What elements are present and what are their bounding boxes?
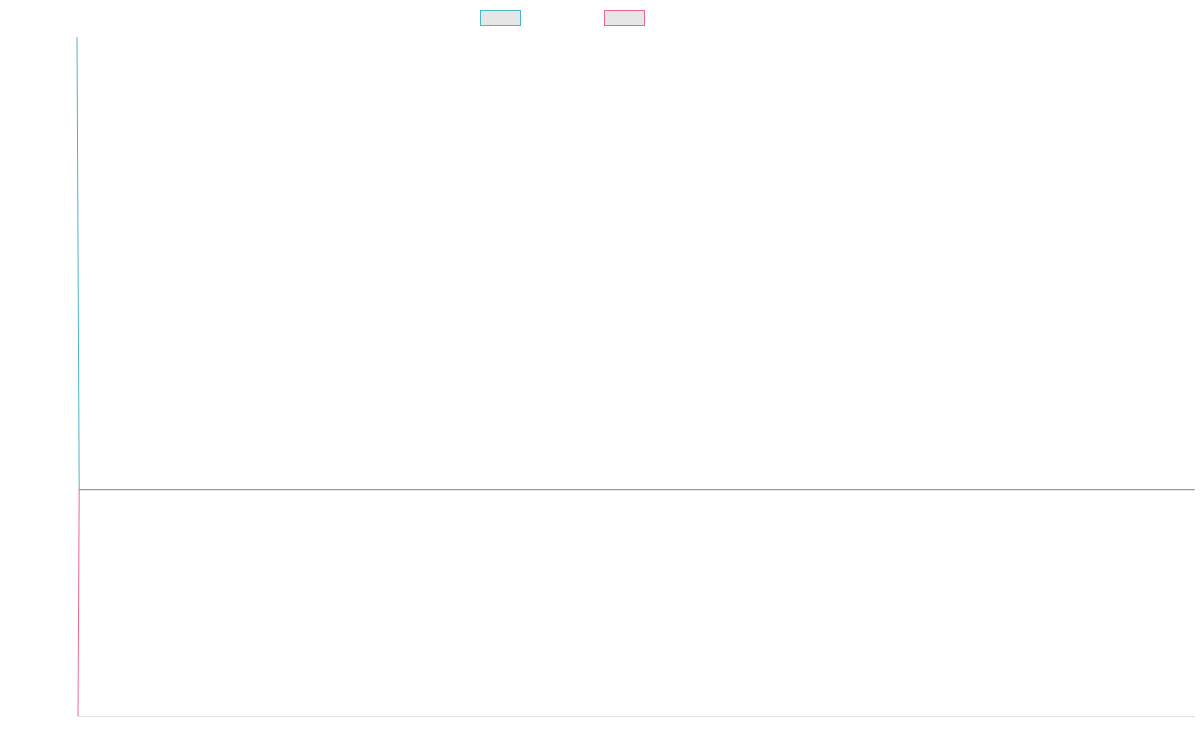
legend-item-series-b[interactable] <box>604 10 645 26</box>
legend-swatch-series-b <box>604 10 645 26</box>
plot-area <box>76 36 1195 717</box>
legend-item-series-a[interactable] <box>480 10 521 26</box>
series-line-b <box>77 489 1195 717</box>
series-line-a <box>76 36 1195 491</box>
legend <box>480 10 645 26</box>
legend-swatch-series-a <box>480 10 521 26</box>
